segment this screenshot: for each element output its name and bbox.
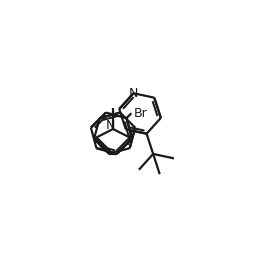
Text: N: N [129,87,138,100]
Text: N: N [106,119,115,132]
Text: Br: Br [133,107,147,120]
